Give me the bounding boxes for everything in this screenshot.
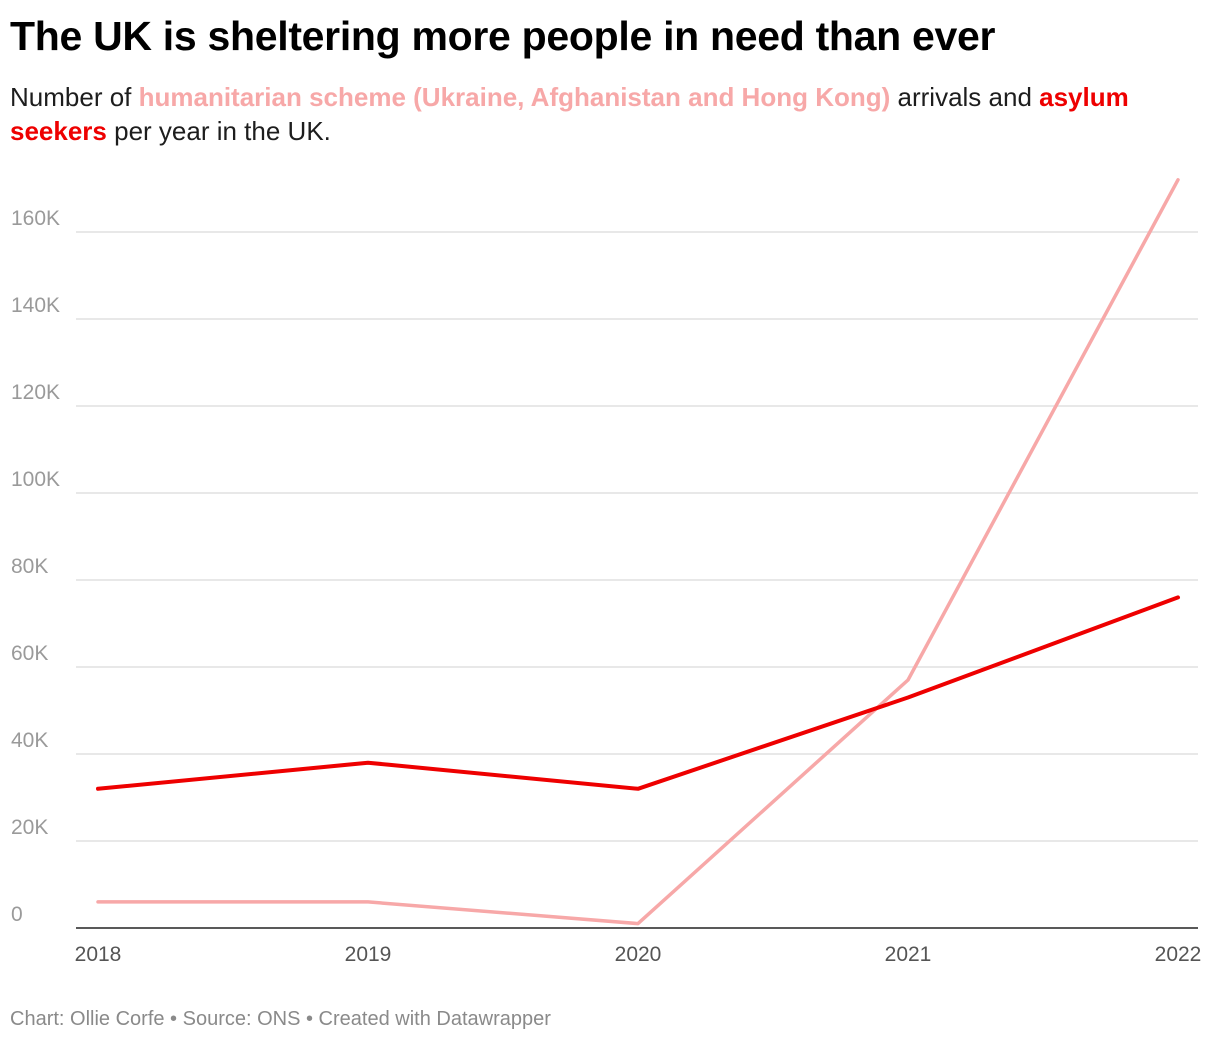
y-tick-label: 80K (11, 555, 48, 578)
y-tick-label: 140K (11, 294, 60, 317)
y-tick-label: 160K (11, 207, 60, 230)
x-tick-label: 2022 (1155, 943, 1202, 966)
chart-subtitle: Number of humanitarian scheme (Ukraine, … (10, 80, 1200, 148)
subtitle-prefix: Number of (10, 82, 139, 112)
y-tick-label: 60K (11, 642, 48, 665)
series-line-asylum (96, 595, 1180, 791)
chart-title: The UK is sheltering more people in need… (10, 13, 996, 59)
line-chart: 0 20K 40K 60K 80K 100K 120K 140K 160K 2018 2019 202… (11, 178, 1202, 966)
chart-footer: Chart: Ollie Corfe • Source: ONS • Creat… (10, 1008, 551, 1030)
y-tick-label: 20K (11, 816, 48, 839)
x-tick-label: 2020 (615, 943, 662, 966)
y-tick-label: 0 (11, 903, 23, 926)
x-tick-label: 2018 (75, 943, 122, 966)
legend-asylum: asylum seekers (10, 82, 1129, 146)
subtitle-middle: arrivals and (890, 82, 1040, 112)
x-tick-label: 2019 (345, 943, 392, 966)
y-tick-label: 120K (11, 381, 60, 404)
series-line-humanitarian (96, 178, 1180, 926)
x-tick-label: 2021 (885, 943, 932, 966)
subtitle-suffix: per year in the UK. (106, 116, 331, 146)
legend-humanitarian: humanitarian scheme (Ukraine, Afghanista… (138, 82, 891, 112)
y-tick-label: 100K (11, 468, 60, 491)
y-tick-label: 40K (11, 729, 48, 752)
